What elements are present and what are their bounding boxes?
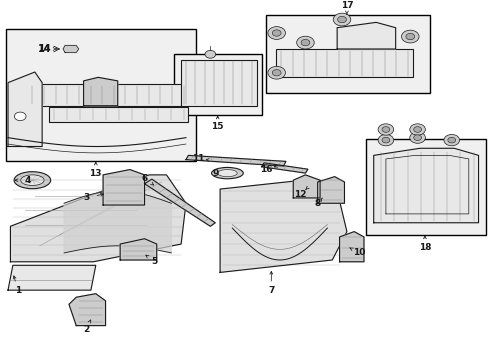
Text: 8: 8	[314, 199, 320, 208]
Ellipse shape	[217, 170, 237, 177]
Polygon shape	[64, 191, 171, 253]
Polygon shape	[317, 177, 344, 203]
Circle shape	[272, 69, 281, 76]
Bar	[181, 60, 256, 106]
Circle shape	[272, 30, 281, 36]
Text: 18: 18	[418, 243, 430, 252]
Circle shape	[301, 39, 309, 46]
Circle shape	[14, 112, 26, 121]
Circle shape	[204, 50, 215, 58]
Text: 4: 4	[24, 176, 31, 185]
Polygon shape	[120, 239, 157, 260]
Bar	[49, 108, 188, 122]
Text: 14: 14	[38, 45, 51, 54]
Polygon shape	[220, 180, 346, 273]
Circle shape	[447, 137, 455, 143]
Circle shape	[413, 135, 421, 140]
Polygon shape	[336, 22, 395, 49]
Text: 13: 13	[89, 168, 102, 177]
Text: 10: 10	[352, 248, 365, 257]
Circle shape	[377, 134, 393, 146]
Text: 16: 16	[260, 165, 272, 174]
Text: 7: 7	[267, 285, 274, 294]
Circle shape	[381, 127, 389, 132]
Polygon shape	[185, 156, 285, 166]
Polygon shape	[83, 77, 118, 106]
Polygon shape	[373, 148, 478, 223]
Ellipse shape	[14, 172, 51, 189]
Text: 14: 14	[38, 44, 51, 54]
Bar	[366, 139, 485, 235]
Ellipse shape	[211, 167, 243, 179]
Circle shape	[409, 132, 425, 143]
Circle shape	[337, 16, 346, 23]
Polygon shape	[8, 265, 96, 290]
Text: 15: 15	[211, 122, 224, 131]
Polygon shape	[10, 175, 185, 262]
Polygon shape	[69, 294, 105, 325]
Circle shape	[296, 36, 314, 49]
Bar	[276, 49, 412, 77]
Text: 6: 6	[141, 174, 147, 183]
Polygon shape	[103, 170, 144, 205]
Circle shape	[377, 124, 393, 135]
Bar	[173, 54, 261, 114]
Polygon shape	[144, 179, 215, 226]
Polygon shape	[63, 45, 79, 53]
Text: 3: 3	[83, 193, 89, 202]
Bar	[27, 85, 188, 106]
Text: 5: 5	[151, 257, 157, 266]
Circle shape	[405, 33, 414, 40]
Polygon shape	[8, 72, 42, 147]
Circle shape	[413, 127, 421, 132]
Text: 1: 1	[15, 285, 21, 294]
Bar	[5, 30, 195, 161]
Circle shape	[332, 13, 350, 26]
Circle shape	[401, 30, 418, 43]
Text: 17: 17	[340, 1, 352, 10]
Circle shape	[381, 137, 389, 143]
Circle shape	[443, 134, 459, 146]
Polygon shape	[261, 163, 307, 173]
Ellipse shape	[20, 175, 44, 185]
Text: 11: 11	[191, 154, 204, 163]
Polygon shape	[339, 231, 363, 262]
Text: 2: 2	[83, 325, 89, 334]
Text: 9: 9	[212, 168, 218, 177]
Circle shape	[267, 27, 285, 39]
Polygon shape	[293, 175, 320, 198]
Circle shape	[409, 124, 425, 135]
Text: 12: 12	[294, 190, 306, 199]
Circle shape	[267, 66, 285, 79]
Bar	[266, 15, 429, 93]
